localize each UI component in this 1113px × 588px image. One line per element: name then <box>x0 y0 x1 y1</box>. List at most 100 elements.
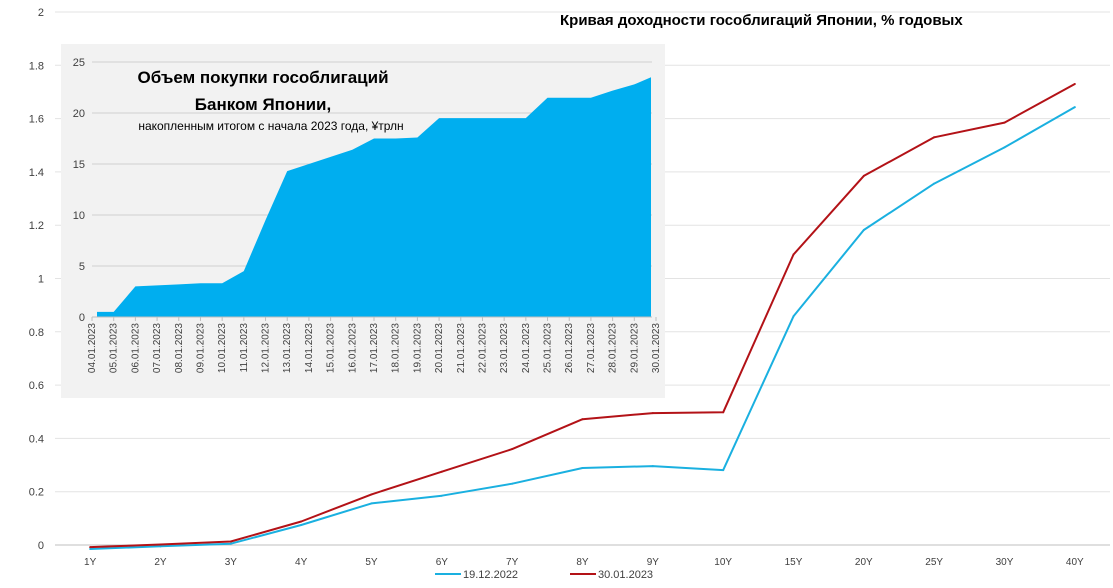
inset-x-tick-label: 07.01.2023 <box>152 323 163 373</box>
main-x-tick-label: 7Y <box>506 557 519 568</box>
inset-y-axis: 0 5 10 15 20 25 <box>73 57 85 324</box>
series-2-point <box>792 253 795 256</box>
series-2-point <box>229 540 232 543</box>
series-1-point <box>511 482 514 485</box>
main-x-tick-label: 10Y <box>714 557 732 568</box>
inset-chart: 0 5 10 15 20 25 04.01.2023 05.01.2023 06.01.202… <box>61 44 665 398</box>
series-2-point <box>440 470 443 473</box>
series-1-point <box>229 542 232 545</box>
inset-y-tick-label: 5 <box>79 261 85 273</box>
inset-area-fill <box>97 77 651 317</box>
inset-x-tick-label: 29.01.2023 <box>629 323 640 373</box>
inset-x-tick-label: 09.01.2023 <box>195 323 206 373</box>
main-x-tick-label: 8Y <box>576 557 589 568</box>
series-1-point <box>581 466 584 469</box>
series-2-point <box>933 136 936 139</box>
main-y-tick-label: 1.6 <box>29 114 44 126</box>
inset-x-tick-label: 26.01.2023 <box>564 323 575 373</box>
inset-x-tick-label: 27.01.2023 <box>586 323 597 373</box>
main-y-tick-label: 2 <box>38 7 44 19</box>
main-x-tick-label: 20Y <box>855 557 873 568</box>
main-y-tick-label: 1.4 <box>29 167 44 179</box>
main-x-tick-label: 3Y <box>225 557 238 568</box>
series-1-point <box>792 315 795 318</box>
series-1-point <box>89 547 92 550</box>
main-x-tick-label: 15Y <box>785 557 803 568</box>
inset-x-tick-label: 14.01.2023 <box>304 323 315 373</box>
inset-subtitle: накопленным итогом с начала 2023 года, ¥… <box>138 119 403 133</box>
main-y-tick-label: 0.4 <box>29 433 44 445</box>
main-y-tick-label: 1.2 <box>29 220 44 232</box>
inset-x-tick-label: 21.01.2023 <box>456 323 467 373</box>
inset-x-tick-label: 06.01.2023 <box>130 323 141 373</box>
main-y-tick-label: 1.8 <box>29 60 44 72</box>
series-1-point <box>722 469 725 472</box>
main-x-tick-label: 4Y <box>295 557 308 568</box>
series-2-point <box>89 546 92 549</box>
main-x-tick-label: 5Y <box>365 557 378 568</box>
inset-x-tick-label: 23.01.2023 <box>499 323 510 373</box>
inset-x-tick-label: 17.01.2023 <box>369 323 380 373</box>
inset-x-tick-label: 22.01.2023 <box>477 323 488 373</box>
main-x-axis: 1Y 2Y 3Y 4Y 5Y 6Y 7Y 8Y 9Y 10Y 15Y 20Y 25Y 30Y 40Y <box>84 557 1084 568</box>
inset-area-series <box>92 77 652 318</box>
main-y-tick-label: 1 <box>38 274 44 286</box>
inset-x-tick-label: 08.01.2023 <box>174 323 185 373</box>
inset-x-tick-label: 05.01.2023 <box>109 323 120 373</box>
series-1-point <box>440 494 443 497</box>
main-y-tick-label: 0 <box>38 540 44 552</box>
series-2-point <box>1003 121 1006 124</box>
series-2-point <box>300 520 303 523</box>
series-1-point <box>159 545 162 548</box>
series-2-point <box>511 448 514 451</box>
inset-x-tick-label: 15.01.2023 <box>326 323 337 373</box>
inset-x-tick-label: 10.01.2023 <box>217 323 228 373</box>
main-series-lines <box>89 82 1076 550</box>
main-y-tick-label: 0.2 <box>29 487 44 499</box>
legend: 19.12.2022 30.01.2023 <box>435 569 653 581</box>
inset-x-tick-label: 12.01.2023 <box>261 323 272 373</box>
legend-label-2: 30.01.2023 <box>598 569 653 581</box>
inset-y-tick-label: 0 <box>79 312 85 324</box>
inset-y-tick-label: 10 <box>73 210 85 222</box>
inset-y-tick-label: 20 <box>73 108 85 120</box>
main-x-tick-label: 9Y <box>647 557 660 568</box>
inset-x-tick-label: 04.01.2023 <box>87 323 98 373</box>
main-y-tick-label: 0.6 <box>29 380 44 392</box>
inset-x-tick-label: 18.01.2023 <box>391 323 402 373</box>
series-2-point <box>1073 82 1076 85</box>
inset-x-tick-label: 11.01.2023 <box>239 323 250 373</box>
main-chart-title: Кривая доходности гособлигаций Японии, %… <box>560 12 963 29</box>
series-2-point <box>159 543 162 546</box>
main-x-tick-label: 6Y <box>436 557 449 568</box>
main-x-tick-label: 30Y <box>996 557 1014 568</box>
series-2-point <box>722 411 725 414</box>
series-1-point <box>370 502 373 505</box>
series-1-point <box>1073 106 1076 109</box>
inset-title-line2: Банком Японии, <box>195 95 331 114</box>
inset-x-tick-label: 24.01.2023 <box>521 323 532 373</box>
main-x-tick-label: 40Y <box>1066 557 1084 568</box>
inset-x-tick-label: 28.01.2023 <box>608 323 619 373</box>
inset-x-axis: 04.01.2023 05.01.2023 06.01.2023 07.01.2023… <box>87 317 662 373</box>
series-2-point <box>581 418 584 421</box>
series-1-point <box>300 524 303 527</box>
series-1-point <box>862 228 865 231</box>
main-y-tick-label: 0.8 <box>29 327 44 339</box>
main-x-tick-label: 1Y <box>84 557 97 568</box>
inset-title: Объем покупки гособлигаций <box>137 68 388 87</box>
inset-y-tick-label: 15 <box>73 159 85 171</box>
inset-x-tick-label: 30.01.2023 <box>651 323 662 373</box>
main-x-tick-label: 25Y <box>925 557 943 568</box>
inset-x-tick-label: 19.01.2023 <box>412 323 423 373</box>
series-1-point <box>1003 146 1006 149</box>
series-1-point <box>651 465 654 468</box>
inset-x-tick-label: 20.01.2023 <box>434 323 445 373</box>
inset-y-tick-label: 25 <box>73 57 85 69</box>
series-1-point <box>933 182 936 185</box>
main-x-tick-label: 2Y <box>154 557 167 568</box>
series-2-point <box>862 174 865 177</box>
inset-x-tick-label: 25.01.2023 <box>543 323 554 373</box>
series-2-point <box>370 493 373 496</box>
